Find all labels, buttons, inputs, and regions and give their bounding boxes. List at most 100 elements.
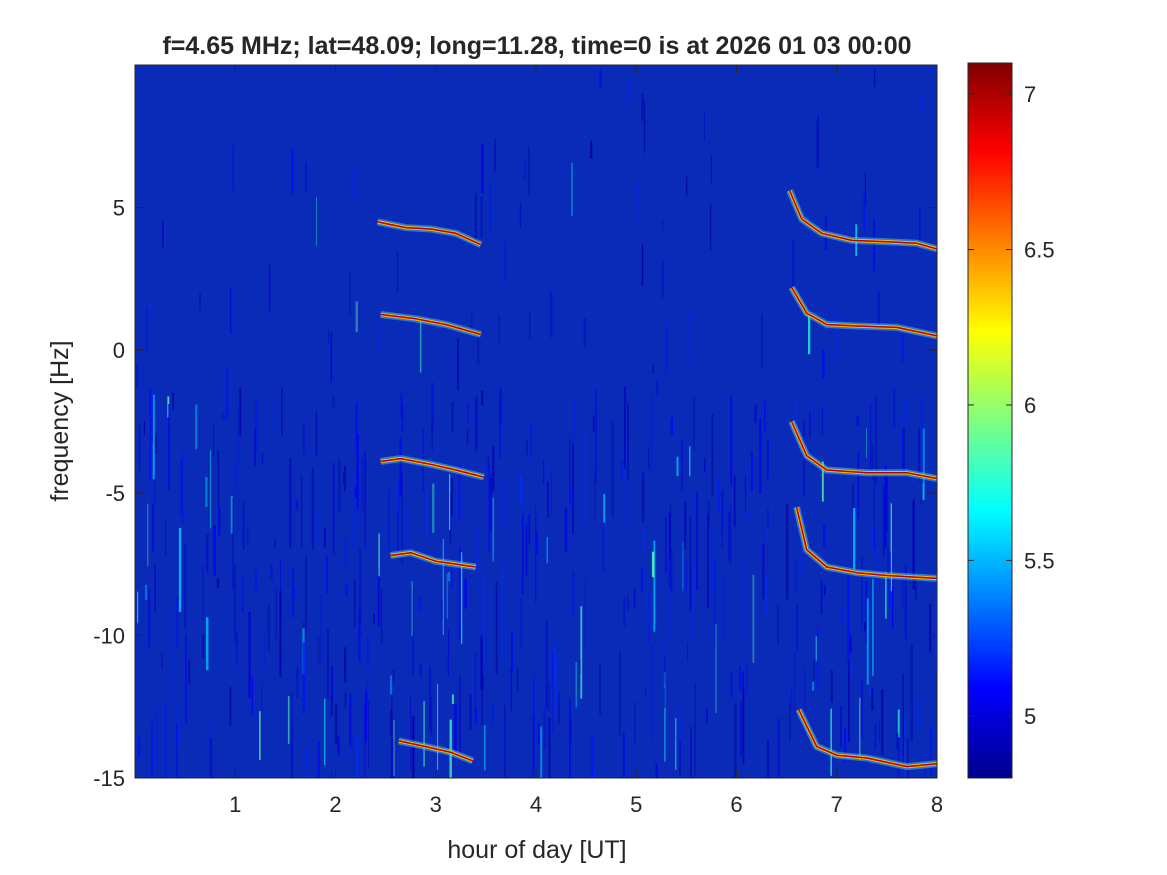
noise-streak (137, 736, 140, 757)
noise-streak (796, 603, 798, 651)
noise-streak (259, 711, 261, 760)
noise-streak (393, 719, 395, 777)
noise-streak (425, 488, 428, 539)
noise-streak (143, 421, 146, 436)
noise-streak (230, 287, 232, 335)
noise-streak (525, 523, 528, 576)
noise-streak (662, 260, 664, 298)
noise-streak (412, 716, 415, 778)
noise-streak (570, 718, 572, 745)
noise-streak (161, 652, 163, 670)
noise-streak (929, 604, 932, 653)
noise-streak (712, 527, 714, 595)
noise-streak (752, 574, 755, 663)
noise-streak (762, 543, 765, 600)
noise-streak (373, 613, 375, 624)
noise-streak (690, 563, 692, 610)
noise-streak (590, 140, 593, 159)
noise-streak (431, 697, 433, 736)
noise-streak (546, 537, 548, 564)
noise-streak (326, 555, 328, 593)
y-tick-label: 5 (113, 196, 125, 221)
noise-streak (611, 421, 614, 518)
noise-streak (209, 450, 212, 529)
noise-streak (261, 683, 263, 719)
noise-streak (501, 563, 503, 661)
noise-streak (901, 430, 904, 474)
noise-streak (405, 505, 408, 553)
noise-streak (902, 572, 904, 610)
noise-streak (802, 420, 806, 496)
noise-streak (311, 467, 314, 550)
noise-streak (687, 643, 689, 661)
noise-streak (891, 586, 894, 629)
trace-core (398, 740, 474, 762)
noise-streak (885, 572, 887, 619)
noise-streak (740, 701, 742, 758)
noise-streak (254, 570, 257, 591)
x-tick-label: 6 (730, 792, 742, 817)
noise-streak (896, 732, 899, 750)
noise-streak (730, 671, 733, 698)
noise-streak (641, 244, 644, 286)
noise-streak (377, 569, 380, 627)
noise-streak (318, 636, 320, 666)
noise-streak (233, 461, 236, 493)
noise-streak (777, 718, 780, 778)
noise-streak (642, 529, 646, 553)
noise-streak (651, 551, 655, 578)
noise-streak (592, 415, 595, 432)
noise-streak (516, 667, 519, 691)
trace-core (390, 551, 476, 568)
noise-streak (364, 450, 366, 548)
noise-streak (917, 699, 920, 727)
noise-streak (526, 439, 528, 455)
noise-streak (792, 240, 795, 291)
x-axis-ticks: 1 2 3 4 5 6 7 8 (229, 65, 943, 817)
noise-streak (812, 681, 815, 691)
noise-streak (857, 452, 860, 519)
noise-streak (571, 162, 573, 216)
colorbar: 5 5.5 6 6.5 7 (967, 62, 1055, 779)
noise-streak (746, 662, 748, 698)
noise-streak (154, 564, 157, 613)
noise-streak (330, 332, 332, 383)
noise-streak (537, 723, 540, 745)
noise-streak (354, 486, 357, 499)
noise-streak (344, 692, 347, 708)
noise-streak (488, 465, 491, 552)
noise-streak (291, 693, 293, 778)
noise-streak (209, 738, 213, 778)
noise-streak (652, 365, 654, 374)
trace-core (795, 506, 937, 580)
noise-streak (542, 459, 545, 485)
noise-streak (789, 702, 791, 741)
noise-streak (199, 292, 201, 311)
noise-streak (401, 470, 403, 565)
noise-streak (261, 453, 264, 464)
noise-streak (354, 477, 356, 552)
noise-streak (457, 338, 459, 391)
noise-streak (682, 542, 684, 591)
noise-streak (477, 330, 480, 366)
noise-streak (793, 652, 796, 716)
noise-streak (195, 404, 198, 450)
noise-streak (572, 442, 574, 535)
noise-streak (510, 631, 513, 673)
noise-streak (149, 388, 151, 482)
noise-layer (136, 67, 937, 778)
noise-streak (543, 707, 546, 750)
noise-streak (813, 659, 815, 693)
noise-streak (147, 503, 149, 566)
noise-streak (744, 474, 747, 512)
noise-streak (305, 747, 308, 766)
noise-streak (489, 183, 492, 235)
noise-streak (292, 567, 294, 618)
noise-streak (175, 724, 178, 778)
noise-streak (178, 527, 182, 612)
colorbar-tick-label: 5 (1024, 704, 1036, 729)
noise-streak (366, 635, 369, 667)
noise-streak (422, 428, 424, 492)
noise-streak (248, 612, 251, 698)
noise-streak (151, 394, 154, 443)
